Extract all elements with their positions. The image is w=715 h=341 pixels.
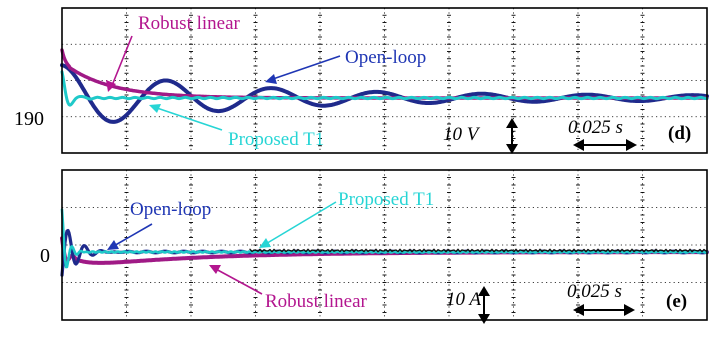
panel-d-open-loop-arrow <box>269 55 341 81</box>
panel-d-proposed-t1-arrow <box>153 106 223 131</box>
panel-e-proposed-t1-arrowhead <box>259 238 271 248</box>
panel-e-current-scale-label: 10 A <box>446 289 481 310</box>
panel-e-proposed-t1-arrow <box>263 201 337 246</box>
panel-d-grid <box>62 7 707 154</box>
panel-d-proposed-t1-label: Proposed T1 <box>228 129 324 150</box>
panel-e-robust-linear-arrowhead <box>209 265 221 274</box>
panel-d-voltage-scale-label: 10 V <box>443 124 481 145</box>
panel-e-open-loop-label: Open-loop <box>130 199 211 220</box>
panel-e-robust-linear-label: Robust linear <box>265 291 368 312</box>
panel-e-open-loop-arrow <box>111 223 153 248</box>
panel-e: 0 Open-loop Proposed T1 Robust linear 10… <box>40 169 709 324</box>
panel-e-proposed-t1-label: Proposed T1 <box>338 189 434 210</box>
panel-e-traces <box>60 208 709 277</box>
panel-d-open-loop-label: Open-loop <box>345 47 426 68</box>
panel-e-robust-linear-arrow <box>213 267 263 295</box>
panel-e-baseline-noise-trace <box>249 248 707 253</box>
panel-d-voltage-scale-arrow <box>506 118 518 154</box>
panel-d-proposed-t1-arrowhead <box>149 104 161 113</box>
panel-e-open-loop-arrowhead <box>107 240 119 250</box>
panel-e-time-scale-label: 0.025 s <box>567 281 622 302</box>
panel-d-robust-linear-label: Robust linear <box>138 13 241 34</box>
panel-d-frame <box>61 7 708 154</box>
panel-d-y-reference-label: 190 <box>14 108 44 130</box>
panel-e-grid <box>62 169 707 321</box>
panel-d-open-loop-trace <box>60 63 709 124</box>
panel-e-time-scale-arrow <box>573 304 635 316</box>
panel-d-open-loop-arrowhead <box>265 74 277 84</box>
panel-e-label: (e) <box>666 291 687 312</box>
panel-e-frame <box>61 169 708 321</box>
panel-d-time-scale-label: 0.025 s <box>568 117 623 138</box>
panel-e-current-scale-arrow <box>478 286 490 324</box>
panel-d-robust-linear-arrowhead <box>106 80 116 92</box>
panel-e-y-reference-label: 0 <box>40 245 50 267</box>
panel-d-label: (d) <box>668 123 691 144</box>
panel-d: 190 Robust linear Open-loop Proposed T1 … <box>14 7 709 154</box>
panel-d-traces <box>60 48 709 124</box>
panel-d-robust-linear-arrow <box>110 35 133 89</box>
panel-d-time-scale-arrow <box>573 139 637 151</box>
panel-d-proposed-t1-trace <box>60 70 709 107</box>
panel-e-proposed-t1-trace <box>60 208 709 269</box>
